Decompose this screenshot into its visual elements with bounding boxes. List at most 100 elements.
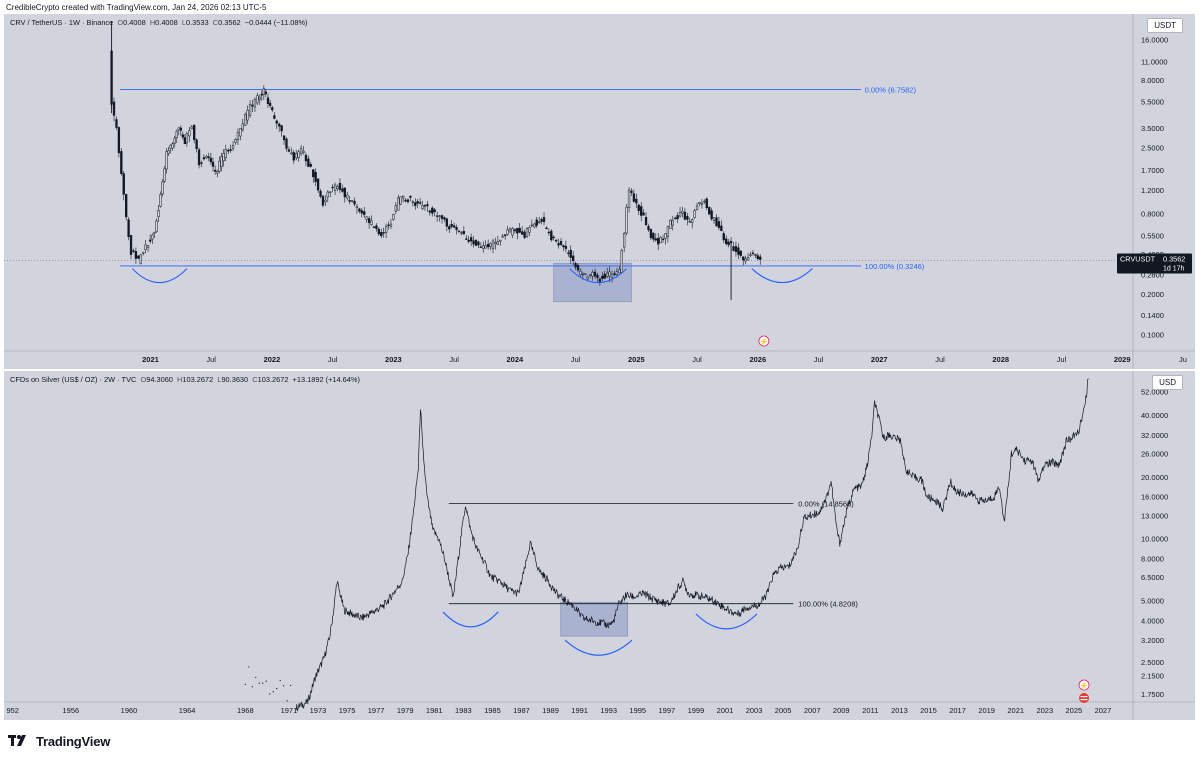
- last-price-tag: [1117, 253, 1192, 274]
- candle-body: [644, 217, 648, 226]
- candle-body: [491, 240, 495, 249]
- candle-body: [591, 272, 594, 277]
- candle-body: [363, 211, 366, 215]
- candle-body: [623, 233, 626, 248]
- candle-body: [285, 138, 288, 149]
- candle-body: [287, 149, 291, 152]
- candle-body: [749, 254, 752, 256]
- candle-body: [486, 243, 490, 248]
- attribution-text: CredibleCrypto created with TradingView.…: [6, 3, 267, 12]
- candle-body: [248, 104, 252, 116]
- candle-body: [137, 255, 140, 259]
- candle-body: [224, 149, 227, 158]
- candle-body: [683, 211, 687, 220]
- candle-body: [329, 191, 332, 194]
- candle-body: [513, 229, 517, 232]
- price-tick-label: 8.0000: [1141, 76, 1164, 85]
- candle-body: [183, 137, 187, 145]
- candle-body: [608, 271, 611, 277]
- silver-price-line: [295, 378, 1089, 712]
- candle-body: [742, 256, 745, 261]
- candle-body: [134, 251, 138, 259]
- time-tick-label: 2005: [775, 706, 792, 715]
- silver-low: 90.3630: [221, 375, 249, 384]
- candle-body: [343, 187, 346, 198]
- candle-body: [754, 254, 757, 256]
- candle-body: [494, 242, 497, 245]
- candle-body: [173, 137, 176, 144]
- candle-body: [598, 278, 602, 283]
- candle-body: [717, 221, 721, 228]
- candle-body: [211, 161, 215, 167]
- price-tick-label: 13.0000: [1141, 511, 1168, 520]
- crv-chart-svg[interactable]: 0.00% (6.7582) 100.00% (0.3246) 16.0000 11.…: [4, 14, 1195, 369]
- candle-body: [169, 144, 172, 149]
- candle-body: [132, 250, 135, 252]
- candle-body: [275, 120, 278, 124]
- candle-body: [589, 274, 592, 277]
- candle-body: [399, 196, 402, 205]
- candle-body: [231, 145, 235, 149]
- price-tick-label: 1.7500: [1141, 690, 1164, 699]
- silver-chart-pane[interactable]: CFDs on Silver (US$ / OZ) · 2W · TVC O94…: [4, 371, 1195, 720]
- candle-body: [353, 200, 356, 205]
- crv-currency-button[interactable]: USDT: [1147, 18, 1183, 33]
- event-flash-icon: [758, 335, 770, 347]
- time-tick-label: 2003: [746, 706, 763, 715]
- candle-body: [528, 227, 531, 233]
- candle-body: [433, 209, 436, 212]
- time-tick-label: 1999: [688, 706, 705, 715]
- us-flag-stripe: [1080, 696, 1088, 698]
- tradingview-logo[interactable]: TradingView: [8, 733, 110, 749]
- candle-body: [693, 210, 696, 218]
- rounded-bottom-arc: [751, 268, 813, 283]
- candle-body: [387, 224, 390, 226]
- candle-body: [708, 207, 711, 215]
- crv-chart-pane[interactable]: CRV / TetherUS · 1W · Binance O0.4008 H0…: [4, 14, 1195, 369]
- time-tick-label: 2019: [978, 706, 995, 715]
- candle-body: [630, 190, 633, 193]
- candle-body: [540, 219, 543, 222]
- time-tick-label: 1995: [629, 706, 646, 715]
- candle-body: [428, 210, 431, 213]
- candle-body: [557, 243, 560, 246]
- fib-level-label: 100.00% (4.8208): [798, 600, 858, 609]
- candle-body: [756, 255, 759, 259]
- time-tick-label: 2027: [1095, 706, 1112, 715]
- candle-body: [506, 229, 509, 235]
- time-tick-label: 1956: [63, 706, 80, 715]
- candle-body: [496, 241, 500, 245]
- candle-body: [163, 168, 166, 182]
- price-tick-label: 2.5000: [1141, 143, 1164, 152]
- candle-body: [181, 134, 185, 138]
- candle-body: [700, 202, 704, 205]
- candle-body: [698, 202, 701, 204]
- candle-body: [671, 219, 674, 226]
- silver-currency-button[interactable]: USD: [1152, 375, 1183, 390]
- candle-body: [292, 152, 295, 161]
- candle-body: [236, 132, 240, 140]
- candle-body: [712, 217, 716, 221]
- price-tick-label: 16.0000: [1141, 493, 1168, 502]
- candle-body: [115, 119, 118, 128]
- candle-body: [338, 182, 342, 190]
- time-tick-label: Jul: [328, 355, 338, 364]
- candle-body: [460, 232, 463, 234]
- candle-body: [572, 255, 575, 261]
- candle-body: [151, 234, 154, 240]
- price-tick-label: 0.1000: [1141, 330, 1164, 339]
- price-tick-label: 3.5000: [1141, 124, 1164, 133]
- candle-body: [421, 205, 424, 209]
- candle-body: [200, 162, 203, 164]
- time-tick-label: 1960: [121, 706, 138, 715]
- candle-body: [331, 186, 334, 189]
- silver-chart-svg[interactable]: 0.00% (14.8565) 100.00% (4.8208) 52.0000 40…: [4, 371, 1195, 720]
- candle-body: [370, 220, 373, 225]
- candle-body: [674, 217, 677, 219]
- candle-body: [596, 274, 599, 278]
- silver-open: 94.3060: [146, 375, 173, 384]
- candle-body: [545, 227, 548, 230]
- candle-body: [625, 206, 628, 234]
- candle-body: [258, 96, 261, 100]
- candle-body: [127, 219, 130, 237]
